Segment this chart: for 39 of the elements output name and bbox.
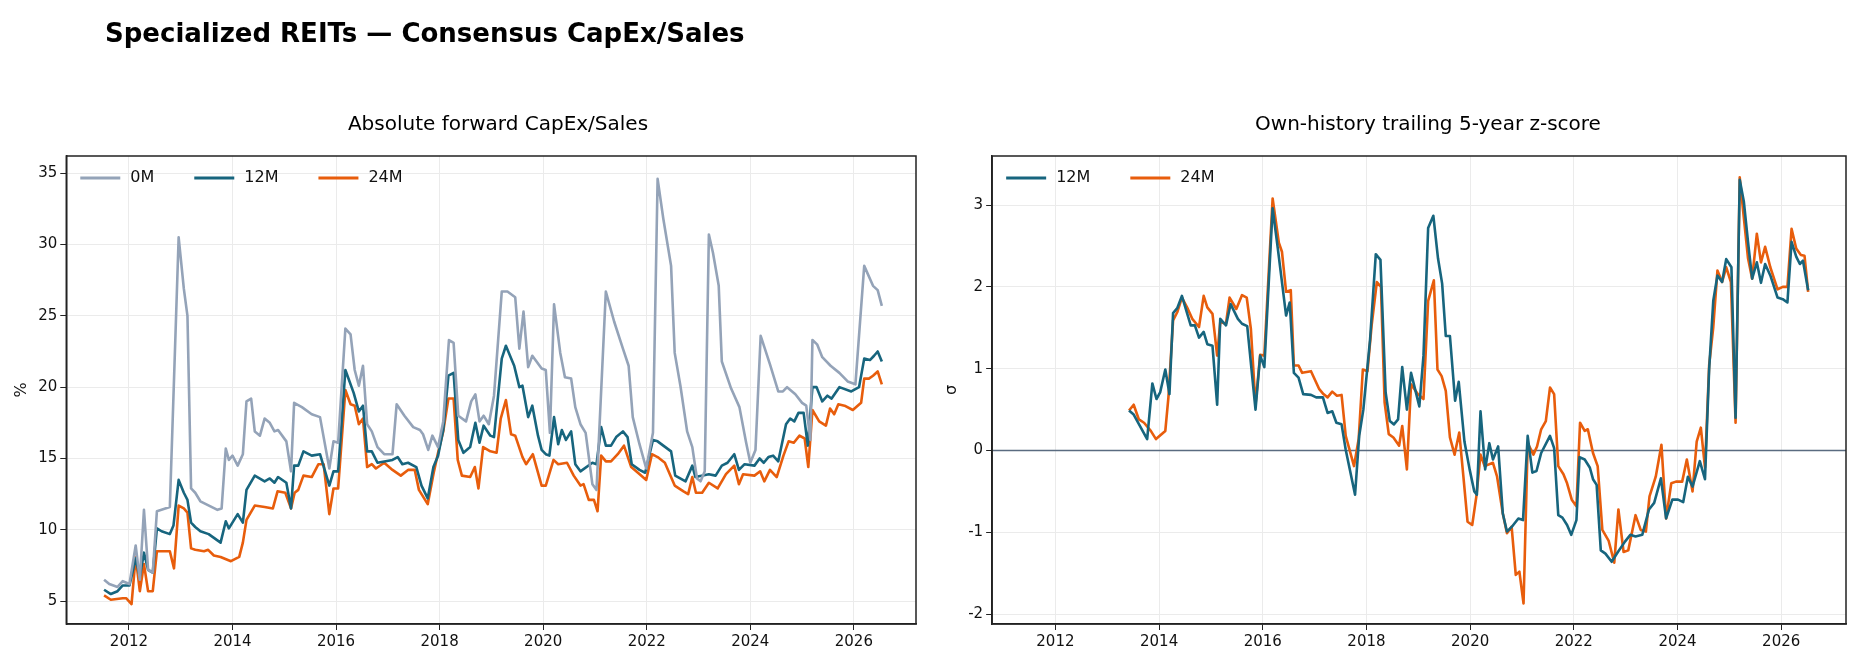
x-tick-label: 2022: [627, 631, 666, 650]
x-tick-label: 2012: [109, 631, 149, 650]
y-tick-label: 35: [38, 163, 58, 182]
y-tick-label: -1: [968, 522, 984, 541]
legend-label: 24M: [1180, 167, 1215, 187]
x-tick-label: 2014: [1139, 631, 1179, 650]
x-tick-label: 2018: [420, 631, 459, 650]
legend-label: 0M: [130, 167, 155, 187]
chart-title: Own-history trailing 5-year z-score: [1254, 110, 1602, 137]
y-tick-label: 10: [38, 519, 58, 538]
chart-subtitle: Absolute forward CapEx/Sales: [346, 110, 650, 137]
y-tick-label: 20: [38, 377, 58, 396]
y-tick-label: 30: [38, 234, 58, 253]
y-axis-title: σ: [940, 384, 960, 396]
y-tick-label: 2: [973, 276, 984, 295]
y-tick-label: 25: [38, 305, 58, 324]
chart-title: Specialized REITs — Consensus CapEx/Sales: [105, 18, 745, 48]
legend-label: 24M: [368, 167, 403, 187]
y-tick-label: 0: [973, 440, 984, 459]
y-tick-label: 3: [973, 194, 984, 213]
y-tick-label: 15: [38, 448, 58, 467]
x-tick-label: 2018: [1347, 631, 1386, 650]
legend-label: 12M: [1056, 167, 1091, 187]
legend-label: 12M: [244, 167, 279, 187]
x-tick-label: 2014: [213, 631, 252, 650]
x-tick-label: 2026: [1762, 631, 1801, 650]
x-tick-label: 2020: [524, 631, 563, 650]
x-tick-label: 2016: [1243, 631, 1282, 650]
x-tick-label: 2020: [1451, 631, 1490, 650]
y-axis-title: %: [10, 382, 30, 398]
x-tick-label: 2026: [834, 631, 873, 650]
x-tick-label: 2024: [1658, 631, 1697, 650]
y-tick-label: -2: [968, 604, 984, 623]
y-tick-label: 5: [47, 591, 58, 610]
x-tick-label: 2022: [1554, 631, 1593, 650]
x-tick-label: 2016: [316, 631, 356, 650]
y-tick-label: 1: [973, 358, 984, 377]
x-tick-label: 2024: [731, 631, 770, 650]
x-tick-label: 2012: [1036, 631, 1075, 650]
